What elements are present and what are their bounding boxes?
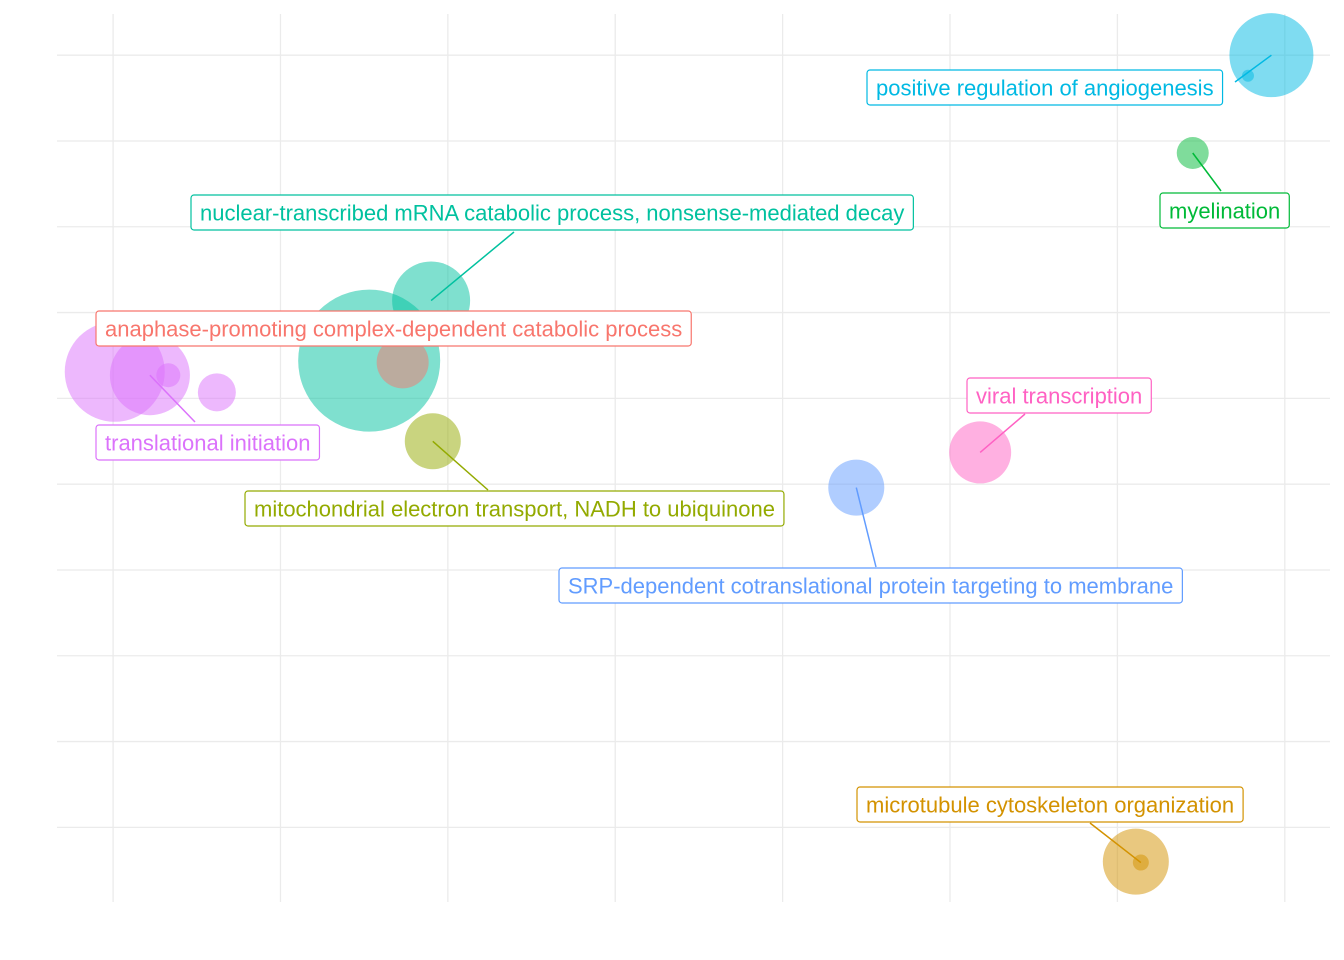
label-box [95, 310, 692, 347]
bubble [156, 363, 181, 388]
label: positive regulation of angiogenesis [866, 69, 1224, 106]
leader-line [149, 374, 196, 423]
bubble [1241, 69, 1254, 82]
label-box [95, 424, 321, 461]
label: anaphase-promoting complex-dependent cat… [95, 310, 692, 347]
leader-line [432, 440, 489, 491]
bubble [197, 373, 236, 412]
label: mitochondrial electron transport, NADH t… [244, 490, 785, 527]
leader-line [1089, 822, 1142, 864]
label-box [866, 69, 1224, 106]
label: myelination [1159, 192, 1290, 229]
label-box [190, 194, 914, 231]
label-box [558, 567, 1183, 604]
leader-line [979, 413, 1026, 453]
bubble [376, 336, 429, 389]
label: translational initiation [95, 424, 321, 461]
label-text: viral transcription [976, 384, 1142, 409]
label-text: mitochondrial electron transport, NADH t… [254, 497, 775, 522]
label-text: translational initiation [105, 431, 310, 456]
leader-line [855, 487, 877, 568]
label-box [856, 786, 1244, 823]
bubble [828, 459, 885, 516]
label-text: nuclear-transcribed mRNA catabolic proce… [200, 201, 904, 226]
leader-line [1234, 54, 1272, 83]
label-text: positive regulation of angiogenesis [876, 76, 1214, 101]
label-box [244, 490, 785, 527]
leader-line [1192, 152, 1222, 192]
label: microtubule cytoskeleton organization [856, 786, 1244, 823]
label: viral transcription [966, 377, 1152, 414]
label-text: microtubule cytoskeleton organization [866, 793, 1234, 818]
label-text: anaphase-promoting complex-dependent cat… [105, 317, 682, 342]
label-box [966, 377, 1152, 414]
label-box [1159, 192, 1290, 229]
label: nuclear-transcribed mRNA catabolic proce… [190, 194, 914, 231]
label-text: SRP-dependent cotranslational protein ta… [568, 574, 1173, 599]
label-text: myelination [1169, 199, 1280, 224]
leader-line [430, 231, 515, 302]
label: SRP-dependent cotranslational protein ta… [558, 567, 1183, 604]
